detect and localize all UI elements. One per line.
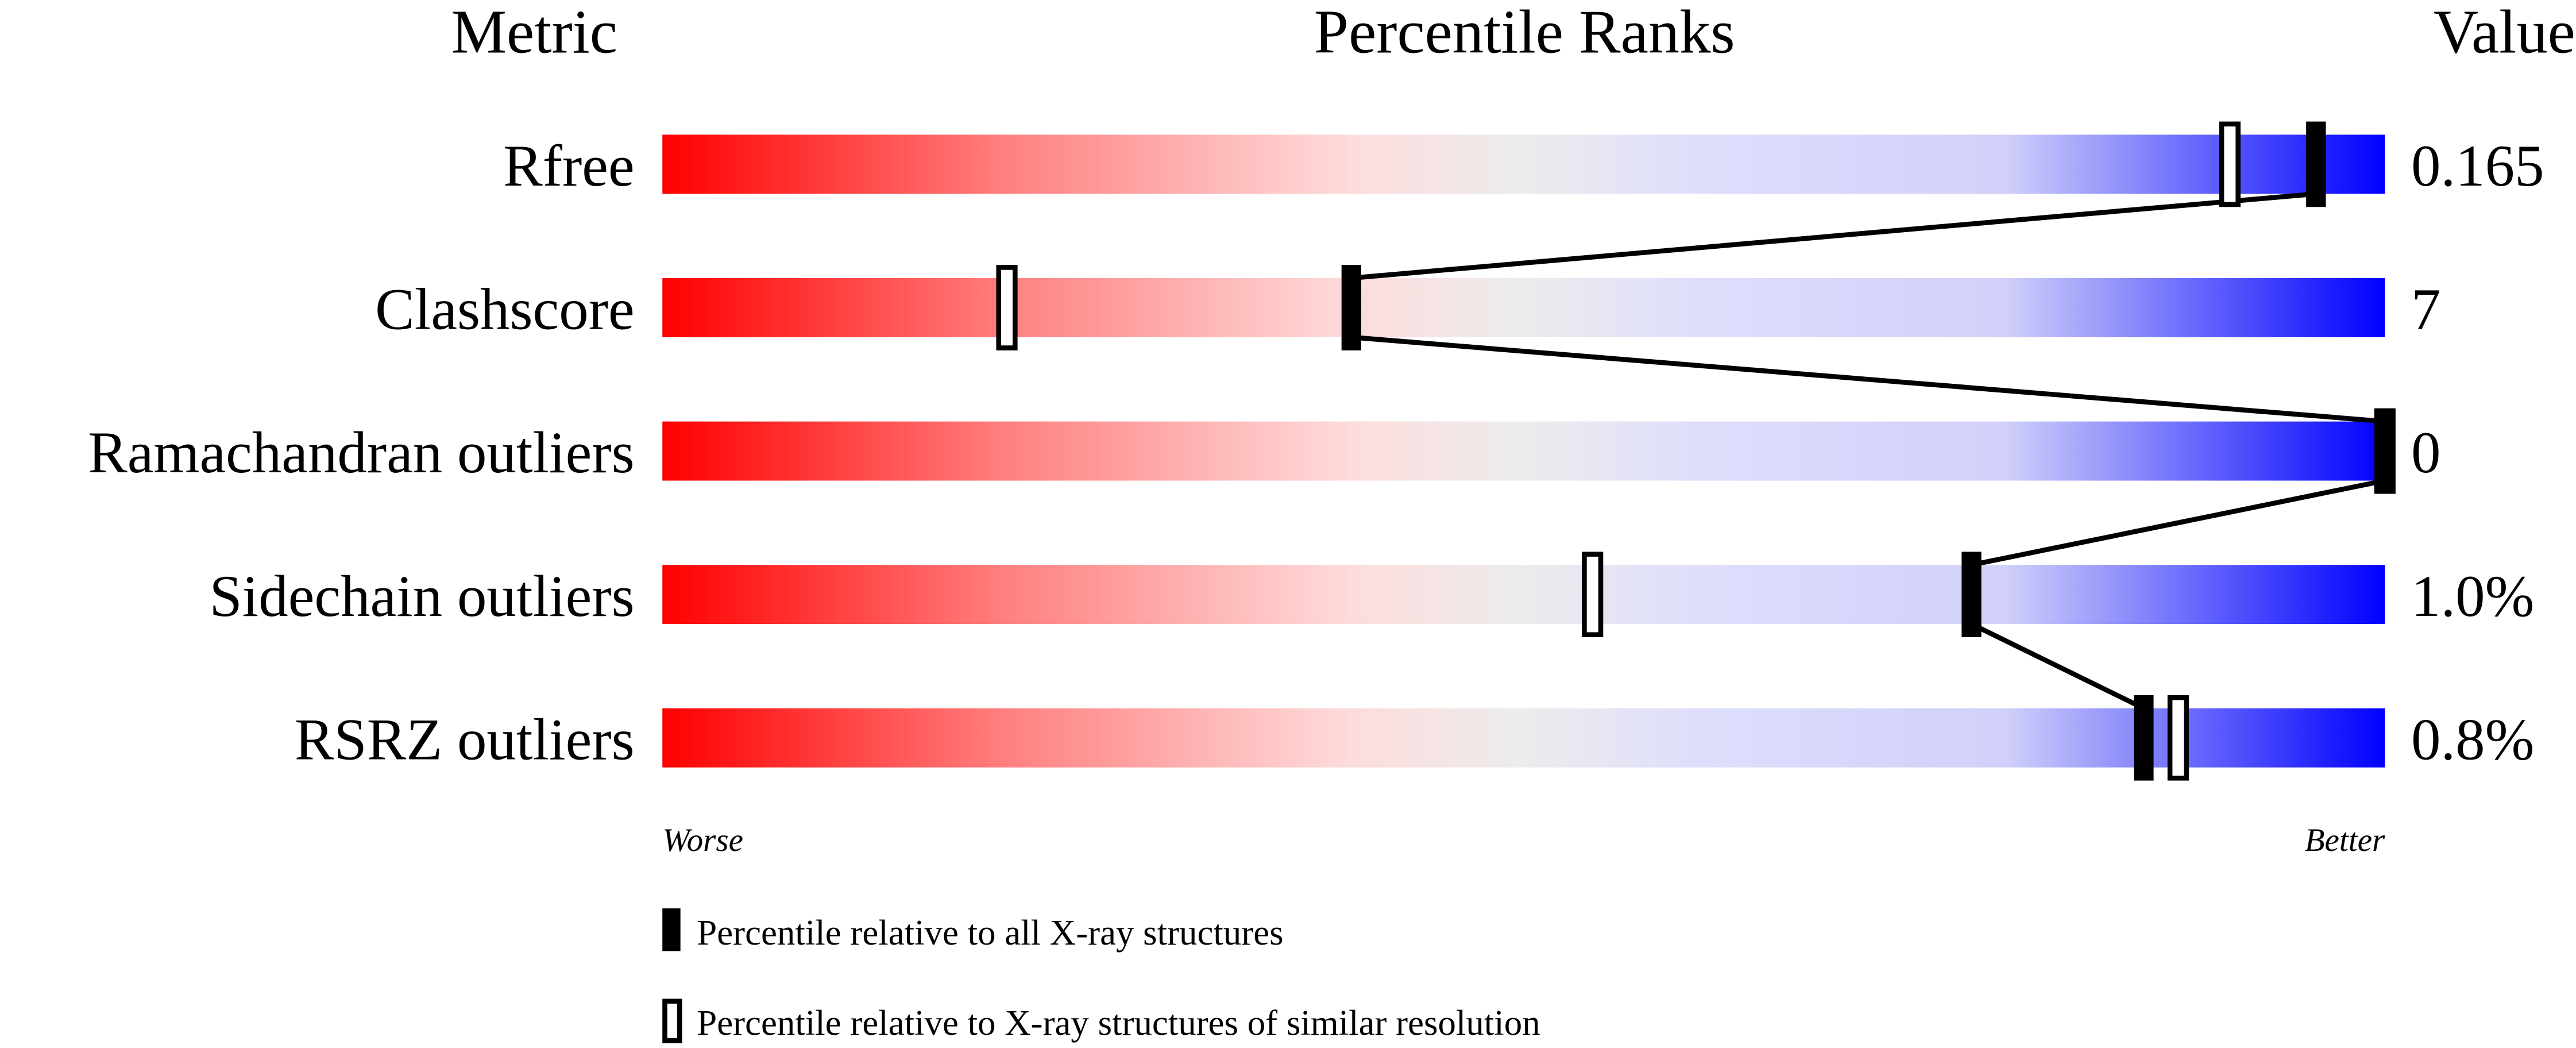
marker-all-structures [1961,552,1982,637]
connector-line [1351,191,2316,281]
legend-filled-marker [662,908,681,951]
metric-value: 0.8% [2411,707,2534,772]
connector-line [1351,334,2385,424]
percentile-bar [662,421,2385,481]
marker-all-structures [2375,408,2395,494]
metric-row-sidechain-outliers: Sidechain outliers 1.0% [209,564,2534,629]
legend-open-marker [662,999,682,1043]
percentile-bar [662,565,2385,625]
marker-all-structures [2134,695,2154,781]
axis-label-better: Better [2305,822,2385,858]
marker-similar-resolution [1582,552,1604,637]
metric-row-rfree: Rfree 0.165 [503,133,2544,199]
legend-filled-label: Percentile relative to all X-ray structu… [697,912,1283,953]
metric-row-rsrz-outliers: RSRZ outliers 0.8% [295,707,2534,772]
marker-all-structures [1341,265,1362,350]
marker-similar-resolution [2167,695,2189,781]
metric-label: Rfree [503,133,635,199]
connector-line [1971,478,2386,568]
metric-row-ramachandran-outliers: Ramachandran outliers 0 [88,420,2440,486]
header-percentile-ranks: Percentile Ranks [1314,0,1735,66]
metric-value: 1.0% [2411,564,2534,629]
percentile-bar [662,134,2385,194]
marker-similar-resolution [996,265,1018,350]
metric-value: 0 [2411,420,2440,486]
metric-label: RSRZ outliers [295,707,635,772]
metric-label: Clashscore [375,277,635,342]
legend-open-label: Percentile relative to X-ray structures … [697,1003,1540,1043]
metric-value: 7 [2411,277,2440,342]
axis-label-worse: Worse [662,822,743,858]
metric-label: Ramachandran outliers [88,420,635,486]
marker-similar-resolution [2219,121,2241,207]
header-metric: Metric [451,0,617,66]
marker-all-structures [2306,121,2326,207]
header-value: Value [2434,0,2575,66]
connector-line [1970,622,2145,711]
percentile-bar [662,278,2385,337]
metric-row-clashscore: Clashscore 7 [375,277,2440,342]
percentile-bar [662,708,2385,768]
metric-value: 0.165 [2411,133,2544,199]
metric-label: Sidechain outliers [209,564,634,629]
